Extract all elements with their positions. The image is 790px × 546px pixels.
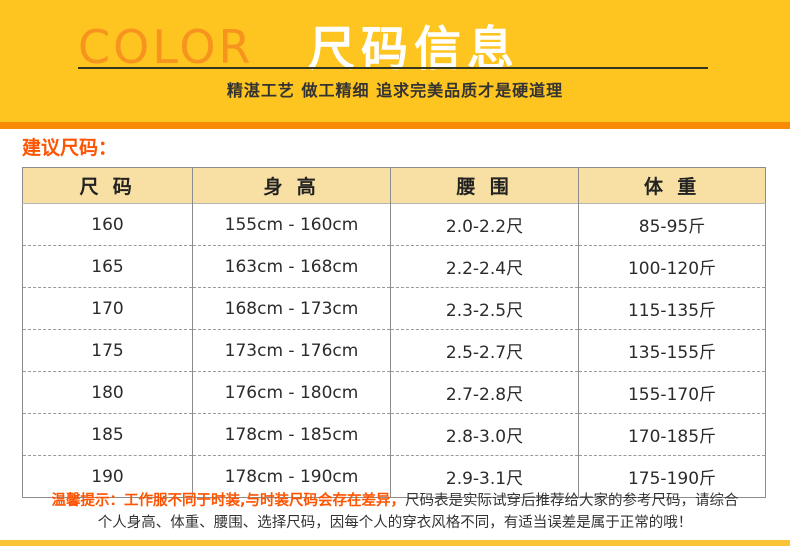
table-cell: 185	[22, 413, 193, 456]
table-cell: 176cm - 180cm	[192, 371, 391, 414]
size-table: 尺 码身 高腰 围体 重 160 155cm - 160cm 2.0-2.2尺 85-…	[22, 167, 766, 498]
table-cell: 170	[22, 287, 193, 330]
header-subtitle: 精湛工艺 做工精细 追求完美品质才是硬道理	[226, 81, 564, 100]
table-row: 165 163cm - 168cm 2.2-2.4尺 100-120斤	[22, 245, 766, 288]
header-banner: COLOR 尺码信息 精湛工艺 做工精细 追求完美品质才是硬道理	[0, 0, 790, 122]
bottom-strip	[0, 540, 790, 546]
table-row: 185 178cm - 185cm 2.8-3.0尺 170-185斤	[22, 413, 766, 456]
tip-text: 温馨提示：工作服不同于时装,与时装尺码会存在差异，尺码表是实际试穿后推荐给大家的…	[45, 490, 745, 534]
table-cell: 178cm - 190cm	[192, 455, 391, 498]
table-cell: 2.9-3.1尺	[390, 455, 579, 498]
table-body: 160 155cm - 160cm 2.0-2.2尺 85-95斤 165 163cm -…	[22, 203, 766, 498]
table-header-row: 尺 码身 高腰 围体 重	[22, 167, 766, 204]
table-cell: 100-120斤	[578, 245, 766, 288]
table-cell: 165	[22, 245, 193, 288]
table-cell: 115-135斤	[578, 287, 766, 330]
table-cell: 178cm - 185cm	[192, 413, 391, 456]
table-row: 175 173cm - 176cm 2.5-2.7尺 135-155斤	[22, 329, 766, 372]
table-cell: 2.8-3.0尺	[390, 413, 579, 456]
column-header: 身 高	[192, 167, 391, 204]
table-cell: 85-95斤	[578, 203, 766, 246]
table-cell: 155-170斤	[578, 371, 766, 414]
table-row: 170 168cm - 173cm 2.3-2.5尺 115-135斤	[22, 287, 766, 330]
table-cell: 2.0-2.2尺	[390, 203, 579, 246]
table-cell: 155cm - 160cm	[192, 203, 391, 246]
tip-highlight: 温馨提示：工作服不同于时装,与时装尺码会存在差异，	[51, 493, 405, 509]
table-cell: 2.3-2.5尺	[390, 287, 579, 330]
orange-divider	[0, 122, 790, 129]
divider-line	[78, 67, 708, 69]
table-cell: 160	[22, 203, 193, 246]
column-header: 体 重	[578, 167, 766, 204]
table-cell: 175	[22, 329, 193, 372]
table-row: 190 178cm - 190cm 2.9-3.1尺 175-190斤	[22, 455, 766, 498]
table-cell: 190	[22, 455, 193, 498]
column-header: 腰 围	[390, 167, 579, 204]
table-row: 160 155cm - 160cm 2.0-2.2尺 85-95斤	[22, 203, 766, 246]
table-cell: 135-155斤	[578, 329, 766, 372]
table-cell: 170-185斤	[578, 413, 766, 456]
tip-normal: 尺码表是实际试穿后推荐给大家的参考尺码，请综合个人身高、体重、腰围、选择尺码，因…	[97, 493, 739, 531]
section-label: 建议尺码：	[22, 137, 118, 159]
table-cell: 2.7-2.8尺	[390, 371, 579, 414]
table-cell: 180	[22, 371, 193, 414]
table-cell: 2.5-2.7尺	[390, 329, 579, 372]
table-row: 180 176cm - 180cm 2.7-2.8尺 155-170斤	[22, 371, 766, 414]
table-cell: 173cm - 176cm	[192, 329, 391, 372]
table-cell: 168cm - 173cm	[192, 287, 391, 330]
table-cell: 163cm - 168cm	[192, 245, 391, 288]
brand-logo: COLOR	[78, 20, 254, 74]
column-header: 尺 码	[22, 167, 193, 204]
table-cell: 2.2-2.4尺	[390, 245, 579, 288]
table-cell: 175-190斤	[578, 455, 766, 498]
